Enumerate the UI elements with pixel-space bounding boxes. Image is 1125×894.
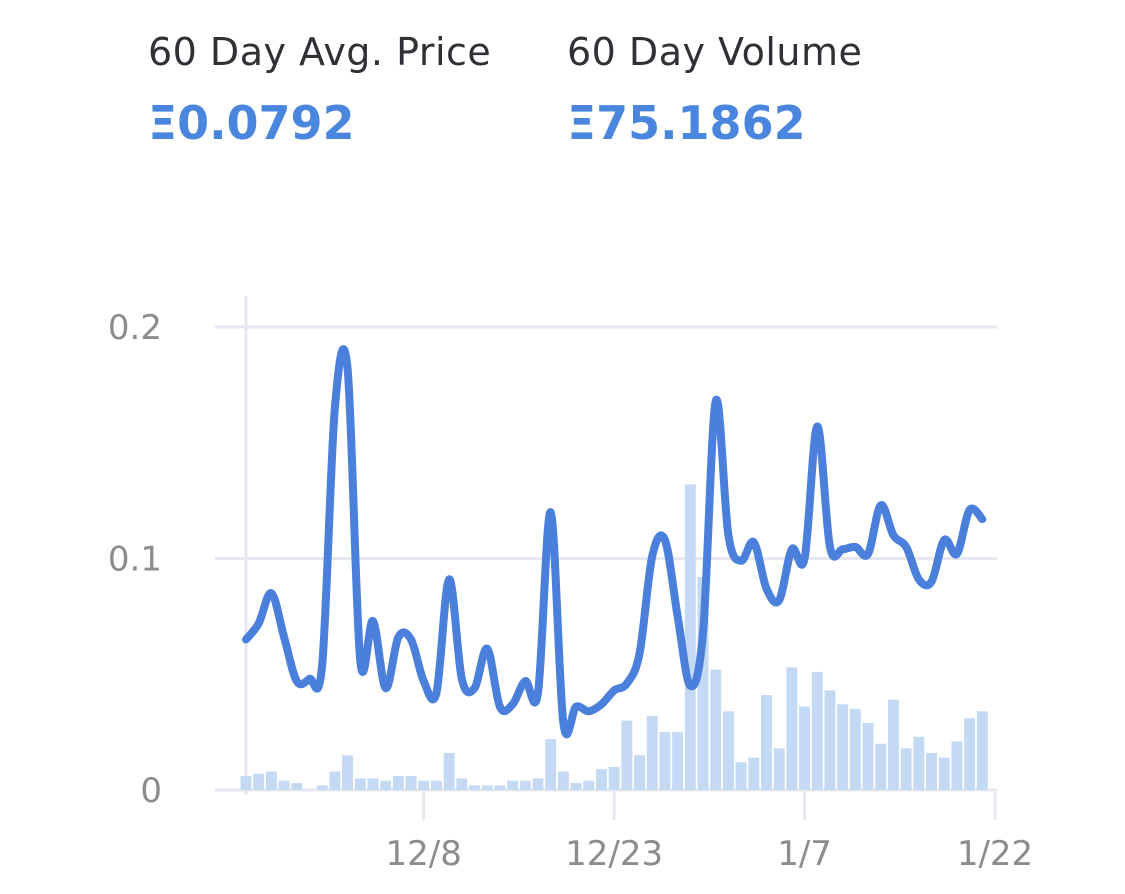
volume-bar: [481, 785, 493, 790]
volume-bar: [583, 780, 595, 790]
volume-bar: [608, 766, 620, 790]
volume-bar: [938, 757, 950, 790]
volume-bar: [380, 780, 392, 790]
volume-bar: [951, 741, 963, 790]
volume-bar: [811, 671, 823, 790]
volume-stat: 60 Day Volume Ξ75.1862: [567, 30, 862, 150]
volume-bar: [697, 577, 709, 790]
volume-bar: [456, 778, 468, 790]
volume-bar: [900, 748, 912, 790]
volume-bar: [786, 667, 798, 790]
volume-bar: [469, 785, 480, 790]
volume-bar: [278, 780, 290, 790]
volume-bar: [748, 757, 760, 790]
x-tick-label: 1/22: [957, 834, 1033, 874]
volume-bar: [875, 743, 887, 790]
volume-bar: [367, 778, 379, 790]
volume-bars: [240, 484, 988, 790]
volume-bar: [329, 771, 341, 790]
volume-bar: [672, 732, 684, 790]
volume-bar: [761, 695, 772, 790]
x-tick-label: 1/7: [777, 834, 832, 874]
volume-bar: [507, 780, 519, 790]
volume-bar: [837, 704, 849, 790]
volume-bar: [405, 776, 417, 790]
volume-bar: [634, 755, 646, 790]
volume-label: 60 Day Volume: [567, 30, 863, 74]
volume-bar: [291, 783, 303, 790]
volume-bar: [443, 752, 455, 790]
x-tick-label: 12/23: [565, 834, 663, 874]
volume-bar: [710, 669, 722, 790]
price-series-line: [242, 345, 987, 739]
y-tick-label: 0: [140, 771, 162, 811]
volume-bar: [265, 771, 277, 790]
avg-price-value: Ξ0.0792: [148, 96, 355, 150]
volume-bar: [494, 785, 506, 790]
volume-bar: [545, 739, 557, 790]
volume-bar: [735, 762, 747, 790]
y-tick-label: 0.1: [108, 540, 162, 580]
volume-bar: [659, 732, 671, 790]
x-tick-label: 12/8: [386, 834, 462, 874]
price-line: [242, 345, 987, 739]
volume-bar: [824, 690, 836, 790]
volume-bar: [240, 776, 252, 790]
avg-price-stat: 60 Day Avg. Price Ξ0.0792: [148, 30, 491, 150]
volume-bar: [799, 706, 811, 790]
volume-bar: [253, 773, 265, 790]
volume-bar: [392, 776, 404, 790]
volume-bar: [849, 708, 861, 790]
volume-bar: [621, 720, 633, 790]
volume-bar: [722, 711, 734, 790]
volume-bar: [913, 736, 925, 790]
volume-bar: [430, 780, 442, 790]
volume-bar: [684, 484, 696, 790]
volume-bar: [532, 778, 544, 790]
volume-bar: [926, 752, 937, 790]
avg-price-label: 60 Day Avg. Price: [148, 30, 492, 74]
volume-bar: [354, 778, 366, 790]
y-tick-label: 0.2: [108, 308, 162, 348]
volume-bar: [519, 780, 531, 790]
grid: [215, 296, 997, 820]
volume-bar: [773, 748, 785, 790]
volume-bar: [862, 722, 874, 790]
volume-bar: [418, 780, 430, 790]
volume-bar: [557, 771, 569, 790]
axis-ticks: 0 0.1 0.2 12/8 12/23 1/7 1/22: [108, 308, 1033, 874]
volume-bar: [976, 711, 988, 790]
volume-bar: [887, 699, 899, 790]
volume-bar: [570, 783, 582, 790]
volume-bar: [342, 755, 354, 790]
volume-bar: [646, 715, 658, 790]
volume-bar: [964, 718, 976, 790]
volume-bar: [595, 769, 607, 790]
volume-value: Ξ75.1862: [567, 96, 806, 150]
volume-bar: [316, 785, 328, 790]
